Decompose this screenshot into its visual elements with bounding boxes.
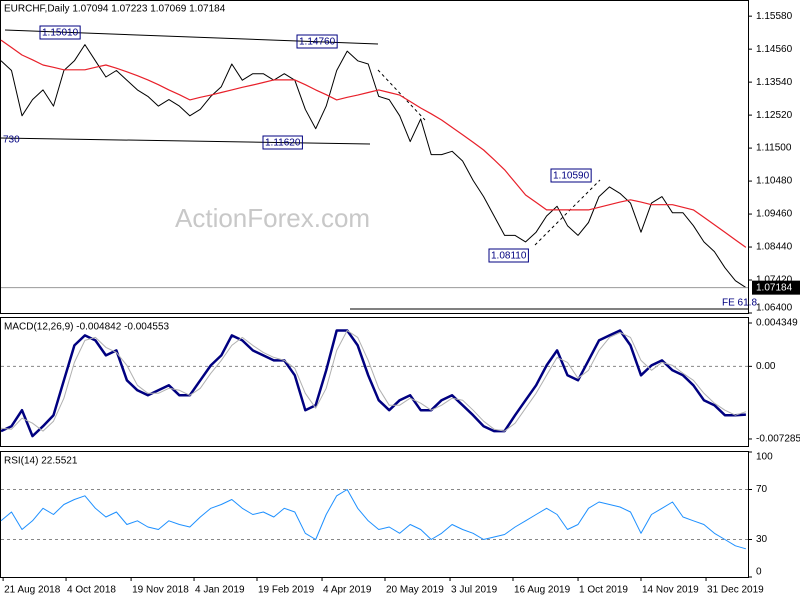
trendline xyxy=(0,137,371,145)
macd-panel xyxy=(0,317,749,447)
y-tick-label: 100 xyxy=(756,452,773,463)
y-tick-label: 0 xyxy=(756,567,762,578)
watermark: ActionForex.com xyxy=(175,203,370,233)
panel-title: EURCHF,Daily 1.07094 1.07223 1.07069 1.0… xyxy=(4,4,226,15)
panel-title: RSI(14) 22.5521 xyxy=(4,456,78,467)
annotation: 730 xyxy=(3,135,20,146)
rsi-panel xyxy=(0,451,749,578)
x-tick-label: 4 Oct 2018 xyxy=(67,585,116,596)
annotation-box xyxy=(296,34,338,49)
last-price-label: 1.07184 xyxy=(756,282,793,293)
x-tick-label: 3 Jul 2019 xyxy=(451,585,498,596)
last-price-box xyxy=(752,280,800,295)
x-tick-label: 4 Apr 2019 xyxy=(323,585,372,596)
series-line xyxy=(0,489,747,550)
annotation: 1.10590 xyxy=(553,171,590,182)
annotation: 1.11620 xyxy=(265,138,301,149)
annotation: FE 61.8 xyxy=(722,298,757,309)
y-tick-label: 70 xyxy=(756,484,768,495)
price-panel xyxy=(0,0,749,314)
annotation-box xyxy=(550,168,592,183)
x-tick-label: 20 May 2019 xyxy=(386,585,444,596)
y-tick-label: 0.00 xyxy=(756,361,776,372)
series-line xyxy=(0,39,747,248)
y-tick-label: 1.10480 xyxy=(756,176,793,187)
y-tick-label: 1.14560 xyxy=(756,44,793,55)
y-tick-label: 1.09460 xyxy=(756,209,793,220)
annotation: 1.15010 xyxy=(42,28,79,39)
trendline xyxy=(4,29,379,45)
x-tick-label: 31 Dec 2019 xyxy=(707,585,764,596)
x-tick-label: 1 Oct 2019 xyxy=(579,585,628,596)
annotation-box xyxy=(39,25,81,40)
y-tick-label: 1.12520 xyxy=(756,110,793,121)
annotation-box xyxy=(262,135,303,150)
y-tick-label: 0.004349 xyxy=(756,318,798,329)
annotation-box xyxy=(488,248,529,263)
panel-title: MACD(12,26,9) -0.004842 -0.004553 xyxy=(4,322,170,333)
x-tick-label: 14 Nov 2019 xyxy=(642,585,699,596)
plot-layer: 1.15580 1.14560 1.13540 1.12520 1.11500 1.104… xyxy=(0,4,800,596)
y-tick-label: 1.07420 xyxy=(756,275,793,286)
y-tick-label: -0.007285 xyxy=(756,434,800,445)
series-line xyxy=(0,44,747,289)
y-tick-label: 1.13540 xyxy=(756,77,793,88)
y-tick-label: 1.06400 xyxy=(756,303,793,314)
x-tick-label: 19 Nov 2018 xyxy=(132,585,189,596)
y-tick-label: 30 xyxy=(756,534,768,545)
series-line xyxy=(0,330,747,432)
y-tick-label: 1.08440 xyxy=(756,242,793,253)
annotation: 1.14760 xyxy=(299,37,336,48)
x-tick-label: 19 Feb 2019 xyxy=(258,585,315,596)
x-tick-label: 21 Aug 2018 xyxy=(4,585,61,596)
y-tick-label: 1.11500 xyxy=(756,143,792,154)
x-tick-label: 16 Aug 2019 xyxy=(514,585,571,596)
y-tick-label: 1.15580 xyxy=(756,11,793,22)
x-tick-label: 4 Jan 2019 xyxy=(195,585,245,596)
annotation: 1.08110 xyxy=(491,251,527,262)
